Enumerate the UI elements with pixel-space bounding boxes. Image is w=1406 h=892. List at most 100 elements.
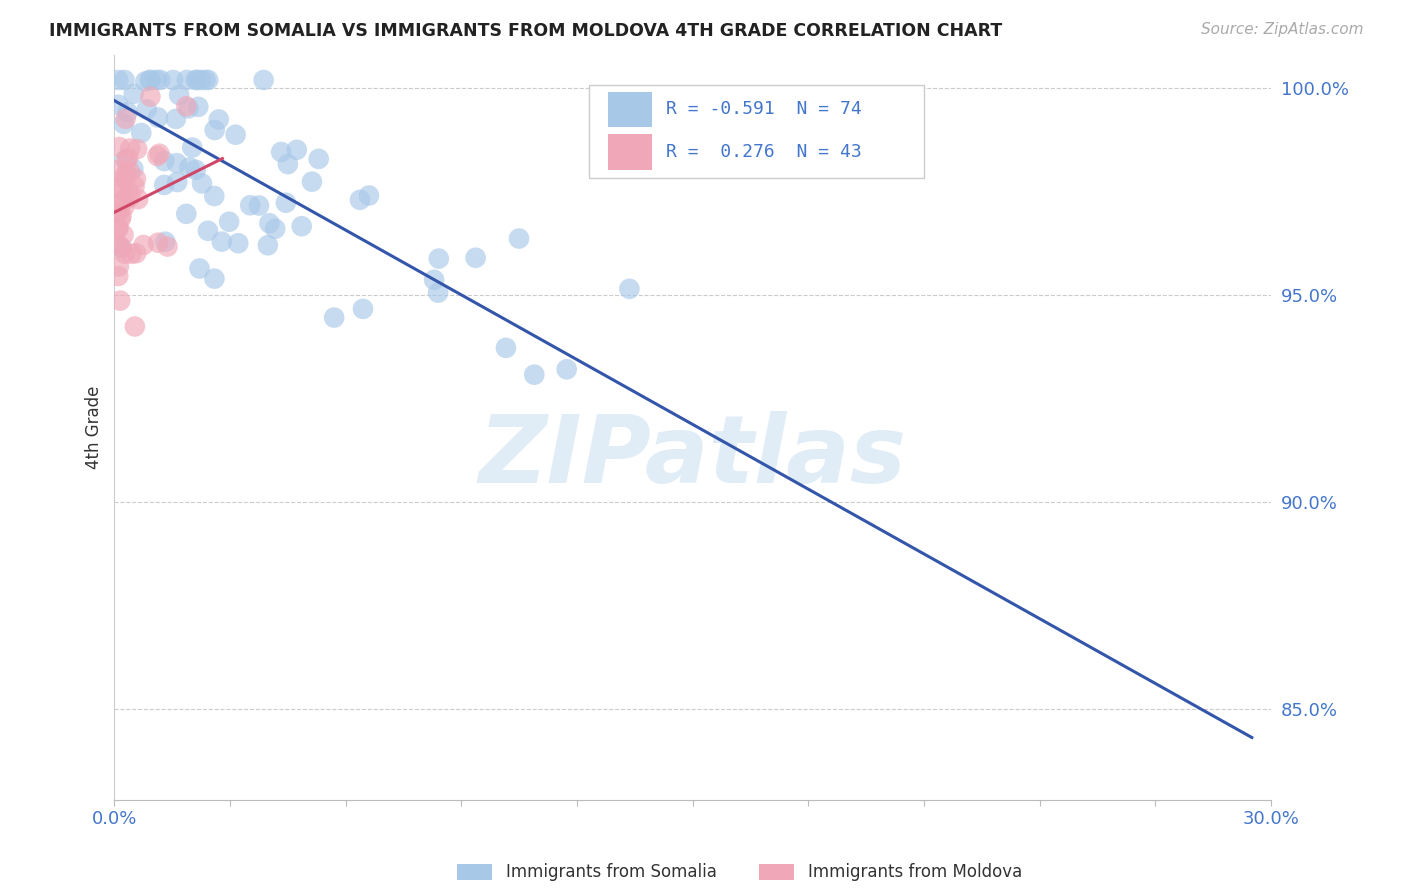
Point: [153, 154, 176, 169]
Point: [108, 260, 131, 274]
Point: [181, 140, 204, 154]
Point: [619, 282, 641, 296]
Point: [117, 105, 139, 120]
Point: [285, 143, 308, 157]
Point: [107, 181, 129, 195]
Point: [127, 142, 149, 156]
Point: [176, 73, 198, 87]
FancyBboxPatch shape: [609, 134, 652, 169]
Point: [197, 224, 219, 238]
Point: [508, 231, 530, 245]
Point: [523, 368, 546, 382]
Point: [107, 268, 129, 283]
FancyBboxPatch shape: [589, 85, 924, 178]
Point: [166, 175, 188, 189]
Point: [145, 73, 167, 87]
Point: [323, 310, 346, 325]
Point: [107, 73, 129, 87]
Point: [187, 100, 209, 114]
Point: [110, 209, 132, 223]
Point: [190, 73, 212, 87]
Point: [120, 190, 142, 204]
Point: [139, 89, 162, 103]
Point: [110, 181, 132, 195]
Point: [124, 319, 146, 334]
Point: [252, 73, 274, 87]
Point: [107, 237, 129, 252]
Point: [204, 123, 226, 137]
Point: [115, 153, 138, 167]
Point: [118, 186, 141, 200]
Point: [184, 162, 207, 177]
Point: [148, 146, 170, 161]
Point: [226, 236, 249, 251]
Point: [179, 161, 201, 175]
Point: [204, 271, 226, 285]
Point: [112, 227, 135, 242]
Point: [191, 177, 214, 191]
Point: [110, 212, 132, 227]
Point: [149, 73, 172, 87]
Point: [423, 273, 446, 287]
Point: [107, 220, 129, 235]
Point: [291, 219, 314, 234]
Point: [114, 73, 136, 87]
Point: [114, 112, 136, 126]
Point: [108, 204, 131, 219]
Y-axis label: 4th Grade: 4th Grade: [86, 385, 103, 469]
Point: [108, 140, 131, 154]
Point: [156, 239, 179, 253]
Point: [166, 156, 188, 170]
Point: [120, 141, 142, 155]
Point: [146, 235, 169, 250]
Point: [167, 87, 190, 102]
Point: [125, 172, 148, 186]
Point: [277, 157, 299, 171]
Text: Immigrants from Moldova: Immigrants from Moldova: [808, 863, 1022, 881]
Point: [112, 192, 135, 206]
Text: Immigrants from Somalia: Immigrants from Somalia: [506, 863, 717, 881]
Point: [108, 293, 131, 308]
Point: [114, 153, 136, 167]
Point: [117, 152, 139, 166]
Point: [138, 73, 160, 87]
Point: [114, 173, 136, 187]
Point: [127, 192, 149, 206]
Point: [162, 73, 184, 87]
Point: [110, 241, 132, 255]
Point: [146, 111, 169, 125]
Point: [349, 193, 371, 207]
Point: [114, 200, 136, 214]
Point: [107, 221, 129, 235]
Point: [112, 117, 135, 131]
Point: [146, 149, 169, 163]
Point: [177, 101, 200, 115]
Point: [495, 341, 517, 355]
Point: [352, 301, 374, 316]
Point: [165, 112, 187, 126]
Point: [202, 189, 225, 203]
Point: [464, 251, 486, 265]
Point: [111, 241, 134, 255]
Point: [112, 170, 135, 185]
Text: R =  0.276  N = 43: R = 0.276 N = 43: [666, 143, 862, 161]
Point: [176, 99, 198, 113]
Point: [132, 238, 155, 252]
Point: [186, 73, 208, 87]
Point: [135, 103, 157, 117]
Point: [176, 207, 198, 221]
Point: [139, 73, 162, 87]
Point: [114, 246, 136, 260]
Point: [107, 97, 129, 112]
Point: [110, 199, 132, 213]
FancyBboxPatch shape: [609, 92, 652, 128]
Point: [115, 166, 138, 180]
Point: [247, 198, 270, 212]
Point: [184, 73, 207, 87]
Point: [301, 175, 323, 189]
Point: [122, 87, 145, 101]
Point: [259, 216, 281, 230]
Point: [122, 161, 145, 176]
Point: [555, 362, 578, 376]
Point: [134, 74, 156, 88]
